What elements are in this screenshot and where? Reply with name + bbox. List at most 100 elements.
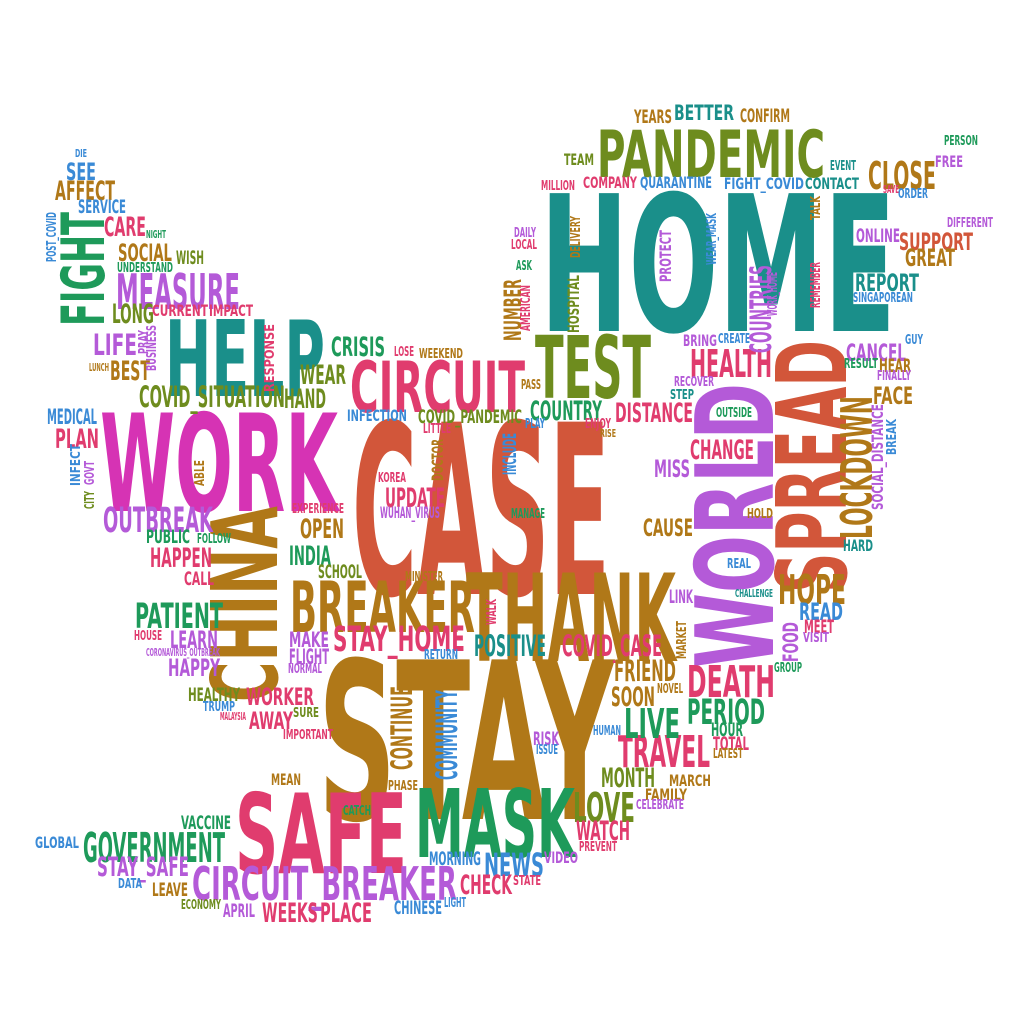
- word-community: COMMUNITY: [430, 690, 466, 780]
- word-best: BEST: [110, 356, 150, 388]
- word-phase: PHASE: [388, 778, 418, 795]
- word-death: DEATH: [687, 658, 775, 709]
- word-delivery: DELIVERY: [568, 216, 585, 258]
- word-quarantine: QUARANTINE: [640, 172, 712, 192]
- word-free: FREE: [935, 151, 963, 171]
- word-soon: SOON: [611, 682, 655, 714]
- word-long: LONG: [112, 299, 154, 331]
- word-cancel: CANCEL: [846, 337, 906, 367]
- word-finally: FINALLY: [877, 368, 911, 385]
- word-stay-home: STAY_HOME: [333, 619, 465, 661]
- word-die: DIE: [75, 146, 87, 160]
- word-order: ORDER: [898, 186, 928, 203]
- word-protect: PROTECT: [655, 230, 675, 282]
- word-stay: STAY: [318, 615, 614, 871]
- word-confirm: CONFIRM: [740, 104, 790, 127]
- word-circuit-breaker: CIRCUIT_BREAKER: [192, 857, 457, 912]
- word-team: TEAM: [564, 149, 594, 169]
- word-light: LIGHT: [444, 895, 466, 912]
- word-post-covid: POST_COVID: [44, 212, 61, 262]
- word-covid-situation: COVID_SITUATION: [139, 380, 285, 416]
- word-government: GOVERNMENT: [83, 823, 225, 872]
- word-wear: WEAR: [300, 360, 346, 392]
- word-response: RESPONSE: [262, 324, 279, 392]
- word-test: TEST: [535, 318, 651, 419]
- word-korea: KOREA: [378, 470, 406, 487]
- word-happen: HAPPEN: [150, 543, 212, 575]
- word-news: NEWS: [484, 845, 544, 884]
- word-pass: PASS: [521, 377, 541, 394]
- word-enjoy: ENJOY: [585, 416, 611, 433]
- word-wish: WISH: [176, 246, 204, 269]
- word-global: GLOBAL: [35, 832, 79, 852]
- word-help: HELP: [165, 298, 325, 422]
- word-mean: MEAN: [271, 769, 301, 789]
- word-group: GROUP: [774, 660, 802, 677]
- word-ask: ASK: [516, 258, 532, 275]
- word-measure: MEASURE: [116, 264, 240, 321]
- word-impact: IMPACT: [209, 300, 253, 320]
- word-thank: THANK: [466, 548, 676, 691]
- word-health: HEALTH: [690, 342, 772, 387]
- word-state: STATE: [513, 873, 541, 890]
- word-trump: TRUMP: [203, 699, 235, 716]
- word-local: LOCAL: [511, 237, 537, 254]
- word-singaporean: SINGAPOREAN: [853, 290, 913, 307]
- word-travel: TRAVEL: [618, 728, 710, 779]
- word-american: AMERICAN: [518, 285, 535, 331]
- word-worker: WORKER: [246, 681, 314, 711]
- word-read: READ: [799, 596, 843, 626]
- word-company: COMPANY: [583, 172, 637, 192]
- word-weeks: WEEKS: [262, 898, 318, 930]
- word-talk: TALK: [808, 196, 825, 220]
- word-hand: HAND: [284, 384, 326, 416]
- word-hard: HARD: [843, 535, 873, 555]
- word-remember: REMEMBER: [808, 262, 825, 308]
- word-miss: MISS: [654, 453, 690, 483]
- word-update: UPDATE: [385, 483, 445, 515]
- word-check: CHECK: [460, 870, 512, 902]
- word-market: MARKET: [674, 621, 691, 659]
- word-morning: MORNING: [429, 847, 481, 870]
- word-better: BETTER: [674, 101, 734, 127]
- word-hour: HOUR: [711, 718, 743, 741]
- word-catch: CATCH: [343, 803, 371, 820]
- word-april: APRIL: [223, 899, 255, 922]
- word-positive: POSITIVE: [474, 629, 546, 665]
- word-normal: NORMAL: [288, 661, 322, 678]
- word-daily: DAILY: [514, 225, 536, 242]
- word-affect: AFFECT: [55, 176, 115, 208]
- word-sure: SURE: [293, 705, 319, 722]
- word-home: HOME: [540, 155, 896, 377]
- word-lunch: LUNCH: [89, 360, 109, 374]
- word-prevent: PREVENT: [579, 839, 617, 856]
- word-infection: INFECTION: [347, 405, 407, 425]
- word-city: CITY: [82, 491, 99, 509]
- word-current: CURRENT: [152, 300, 208, 320]
- word-period: PERIOD: [687, 692, 765, 734]
- word-life: LIFE: [93, 328, 137, 364]
- word-mask: MASK: [415, 769, 575, 880]
- word-hospital: HOSPITAL: [563, 275, 583, 333]
- word-risk: RISK: [533, 727, 559, 750]
- word-doctor: DOCTOR: [427, 439, 447, 481]
- word-food: FOOD: [779, 622, 805, 662]
- word-learn: LEARN: [170, 624, 218, 654]
- word-manage: MANAGE: [511, 506, 545, 523]
- word-plan: PLAN: [55, 424, 99, 456]
- word-country: COUNTRY: [530, 396, 602, 428]
- word-night: NIGHT: [146, 227, 166, 241]
- word-latest: LATEST: [713, 746, 743, 763]
- word-family: FAMILY: [645, 784, 687, 804]
- word-see: SEE: [66, 156, 96, 186]
- word-issue: ISSUE: [536, 742, 558, 759]
- word-covid-pandemic: COVID_PANDEMIC: [418, 405, 522, 428]
- word-human: HUMAN: [593, 723, 621, 740]
- word-distance: DISTANCE: [615, 398, 693, 430]
- word-minister: MINISTER: [405, 569, 443, 586]
- word-work: WORK: [100, 386, 338, 544]
- word-play: PLAY: [525, 416, 545, 433]
- word-happy: HAPPY: [168, 652, 220, 682]
- word-face: FACE: [873, 380, 913, 410]
- word-case: CASE: [352, 374, 610, 651]
